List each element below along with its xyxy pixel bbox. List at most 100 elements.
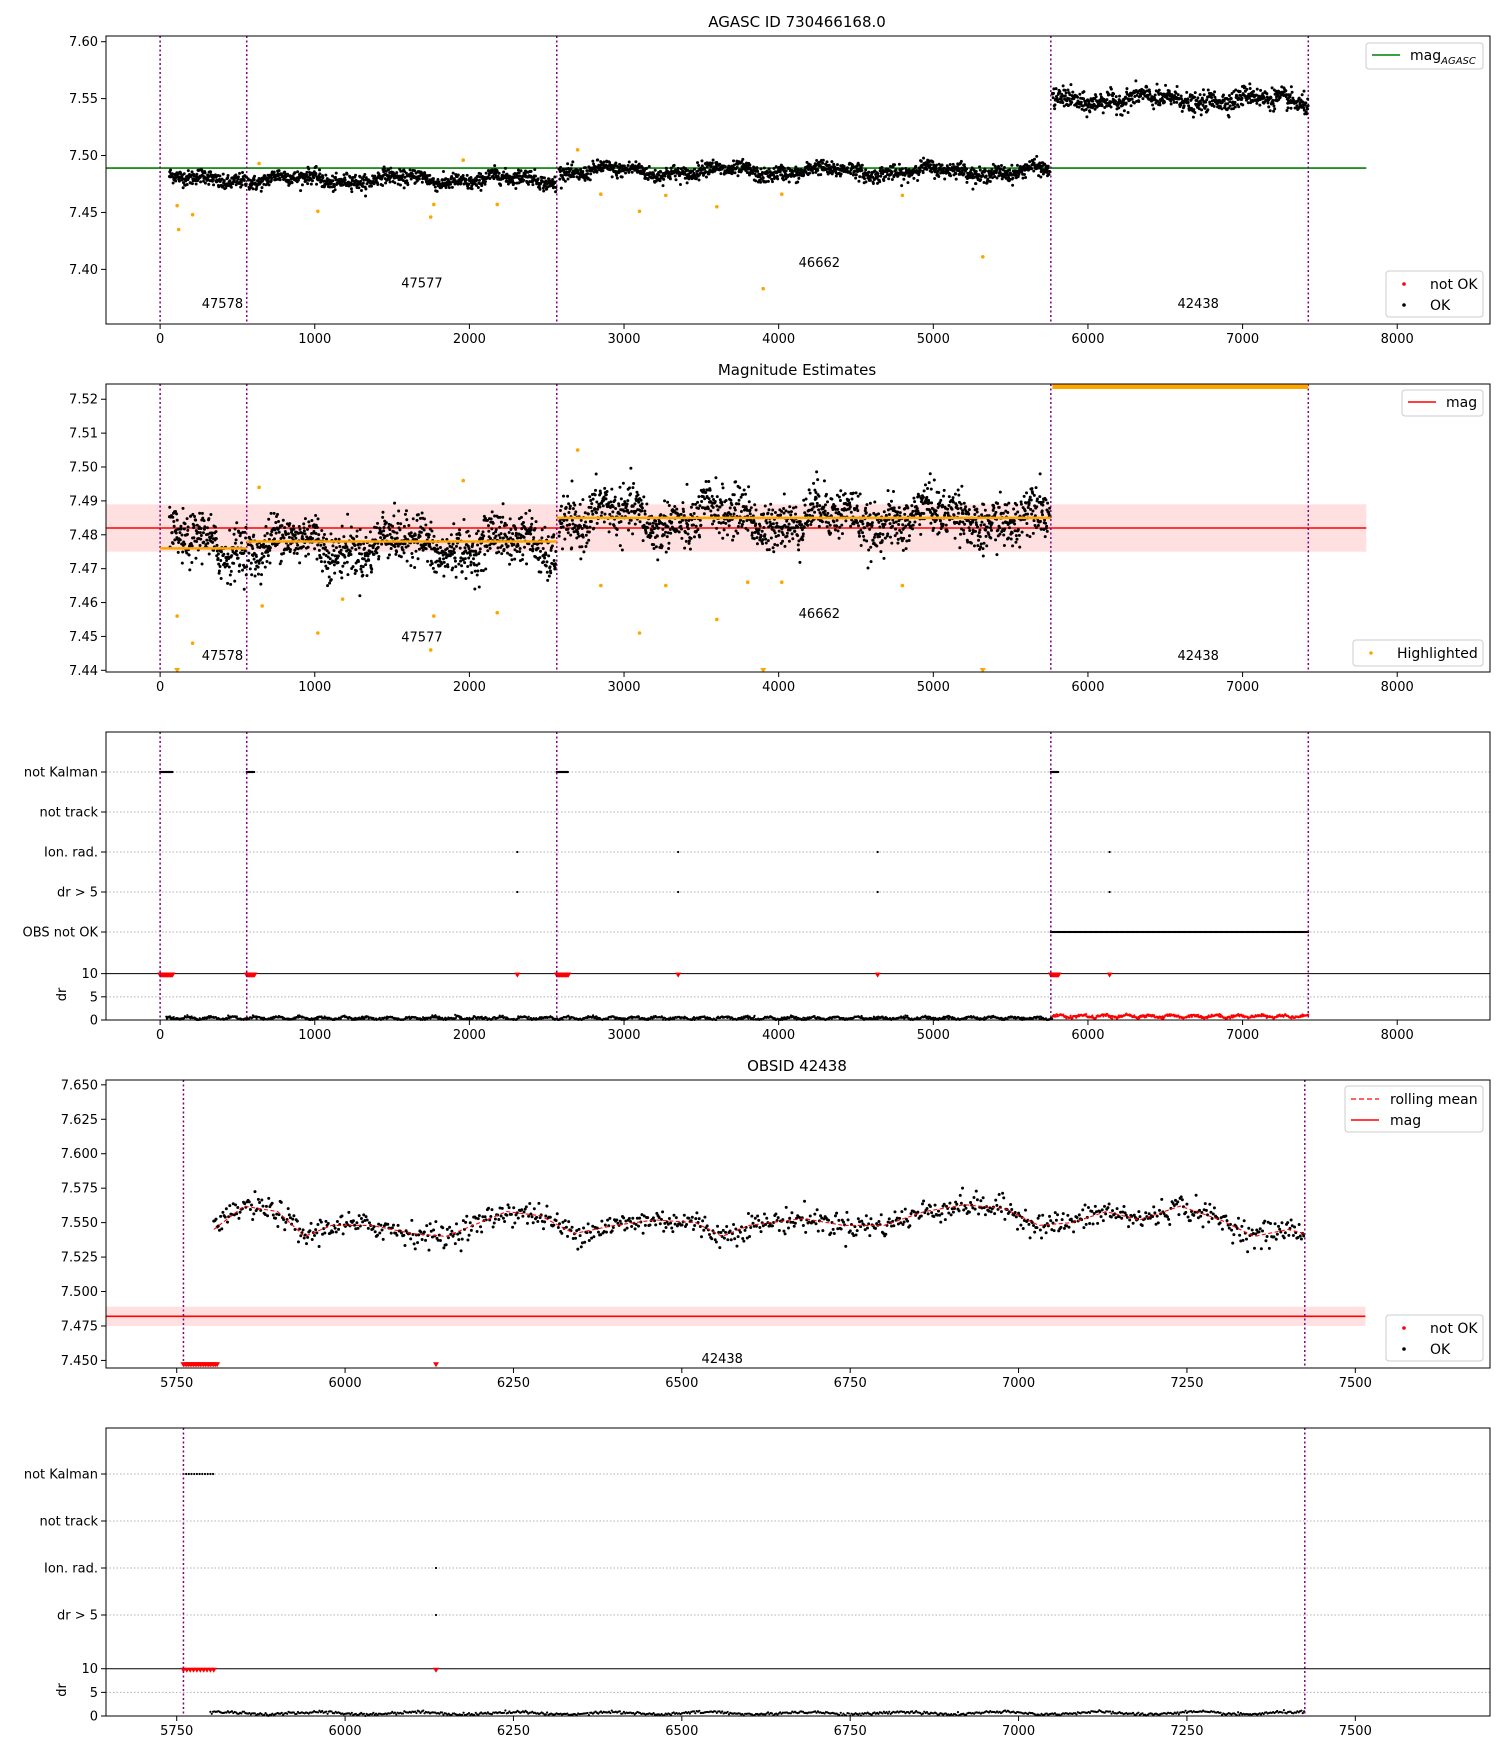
data-point: [867, 170, 871, 174]
data-point: [965, 180, 969, 184]
data-point: [724, 521, 728, 525]
data-point: [220, 177, 224, 181]
data-point: [217, 569, 221, 573]
data-point: [475, 573, 479, 577]
x-tick-label: 1000: [298, 680, 331, 695]
panel-magnitude-estimates: Magnitude Estimates 0 1000 2000 3000 4000 500…: [69, 361, 1491, 695]
data-point: [468, 178, 472, 182]
data-point: [477, 178, 481, 182]
data-point: [369, 184, 373, 188]
data-point: [560, 521, 564, 525]
data-point: [821, 158, 825, 162]
data-point: [773, 510, 777, 514]
panel-agasc-title: AGASC ID 730466168.0: [708, 13, 886, 31]
data-point: [646, 526, 650, 530]
data-point: [363, 173, 367, 177]
data-point: [712, 519, 716, 523]
data-point: [679, 524, 683, 528]
highlighted-point: [900, 193, 905, 198]
data-point: [1100, 104, 1104, 108]
data-point: [186, 169, 190, 173]
data-point: [481, 530, 485, 534]
data-point: [783, 544, 787, 548]
data-point: [536, 177, 540, 181]
data-point: [450, 185, 454, 189]
data-point: [234, 183, 238, 187]
data-point: [361, 565, 365, 569]
highlighted-point: [599, 192, 603, 197]
data-point: [894, 168, 898, 172]
data-point: [320, 569, 324, 573]
data-point: [1107, 93, 1111, 97]
data-point: [499, 183, 503, 187]
data-point: [302, 522, 306, 526]
data-point: [1078, 92, 1082, 96]
data-point: [663, 499, 667, 503]
data-point: [346, 573, 350, 577]
data-point: [607, 530, 611, 534]
data-point: [588, 525, 592, 529]
data-point: [190, 170, 194, 174]
data-point: [792, 519, 796, 523]
data-point: [237, 569, 241, 573]
data-point: [737, 502, 741, 506]
data-point: [554, 549, 558, 553]
data-point: [999, 167, 1003, 171]
data-point: [864, 180, 868, 184]
data-point: [769, 502, 773, 506]
data-point: [691, 523, 695, 527]
data-point: [226, 552, 230, 556]
data-point: [999, 163, 1003, 167]
data-point: [1066, 88, 1070, 92]
data-point: [464, 577, 468, 581]
data-point: [254, 187, 258, 191]
data-point: [1210, 96, 1214, 100]
data-point: [293, 171, 297, 175]
data-point: [622, 164, 626, 168]
data-point: [686, 523, 690, 527]
data-point: [707, 480, 711, 484]
data-point: [610, 487, 614, 491]
data-point: [667, 541, 671, 545]
data-point: [272, 170, 276, 174]
data-point: [353, 571, 357, 575]
data-point: [429, 520, 433, 524]
data-point: [1193, 95, 1197, 99]
data-point: [1200, 108, 1204, 112]
data-point: [486, 549, 490, 553]
data-point: [1212, 104, 1216, 108]
data-point: [181, 550, 185, 554]
highlighted-point: [257, 161, 261, 166]
data-point: [767, 548, 771, 552]
data-point: [306, 182, 310, 186]
data-point: [1273, 107, 1277, 111]
data-point: [637, 513, 641, 517]
data-point: [483, 552, 487, 556]
data-point: [615, 528, 619, 532]
data-point: [845, 166, 849, 170]
data-point: [541, 180, 545, 184]
data-point: [541, 547, 545, 551]
data-point: [1054, 87, 1058, 91]
data-point: [244, 525, 248, 529]
data-point: [176, 550, 180, 554]
data-point: [452, 547, 456, 551]
y-tick-label: 7.51: [69, 427, 98, 442]
data-point: [382, 529, 386, 533]
data-point: [759, 534, 763, 538]
x-tick-label: 0: [156, 680, 164, 695]
data-point: [352, 537, 356, 541]
data-point: [1204, 104, 1208, 108]
data-point: [200, 511, 204, 515]
data-point: [513, 557, 517, 561]
data-point: [640, 502, 644, 506]
data-point: [250, 573, 254, 577]
data-point: [406, 183, 410, 187]
data-point: [1179, 94, 1183, 98]
data-point: [679, 167, 683, 171]
data-point: [367, 558, 371, 562]
data-point: [247, 551, 251, 555]
data-point: [566, 527, 570, 531]
data-point: [854, 176, 858, 180]
data-point: [819, 173, 823, 177]
